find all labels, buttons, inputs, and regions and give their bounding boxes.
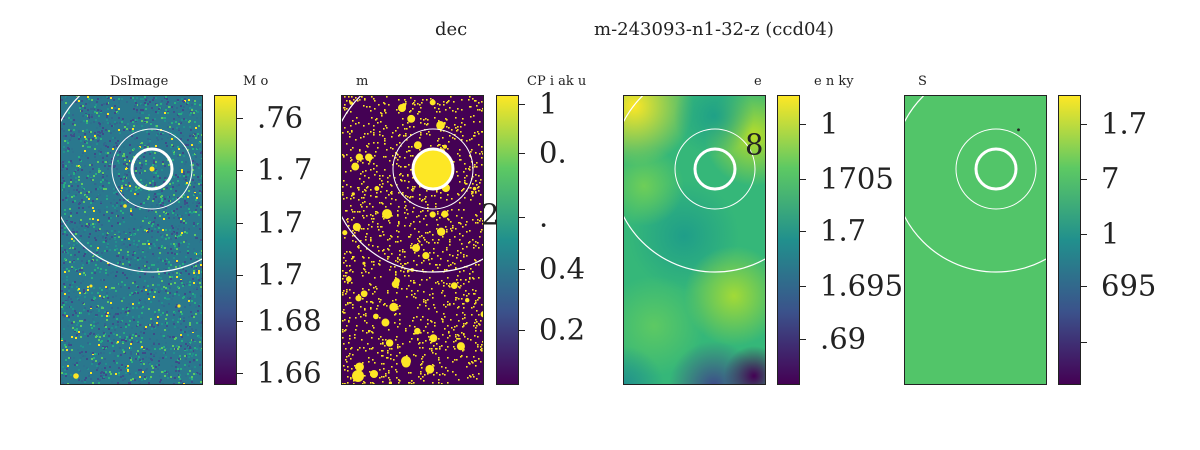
colorbar-label-image: M o — [243, 74, 269, 89]
aperture-circle-middle — [674, 128, 756, 210]
colorbar-tick — [519, 216, 525, 218]
mask-background — [342, 96, 483, 384]
aperture-circle-outer — [342, 96, 483, 273]
colorbar-tick — [237, 274, 243, 276]
colorbar-image — [214, 95, 237, 385]
sky-heatmap — [624, 96, 765, 384]
colorbar-tick-label: 1.7 — [820, 213, 867, 248]
colorbar-tick-label: 1.68 — [257, 303, 322, 338]
flat-extra-label: . — [1015, 112, 1022, 137]
aperture-circle-outer — [624, 96, 765, 273]
aperture-circle-outer — [61, 96, 202, 273]
image-sources — [73, 166, 181, 379]
panel-image — [60, 95, 203, 385]
colorbar-tick-label: 1.7 — [1101, 106, 1148, 141]
colorbar-tick — [800, 231, 806, 233]
suptitle-left: dec — [435, 19, 468, 40]
colorbar-tick-label: 1.7 — [257, 205, 304, 240]
aperture-circle-middle — [392, 128, 474, 210]
colorbar-tick — [237, 321, 243, 323]
panel-title-image: DsImage — [110, 74, 169, 89]
sky-blob — [724, 346, 765, 384]
colorbar-tick-label: 0.2 — [539, 312, 586, 347]
sky-blob — [624, 276, 704, 376]
colorbar-tick-label: 7 — [1101, 161, 1120, 196]
colorbar-tick — [800, 124, 806, 125]
colorbar-tick — [237, 118, 243, 120]
panel-title-mask: m — [356, 74, 369, 89]
panel-mask — [341, 95, 484, 385]
colorbar-tick — [1081, 341, 1087, 343]
sky-blob — [624, 346, 664, 384]
mask-heatmap — [342, 96, 483, 384]
colorbar-tick-label: 1.695 — [820, 268, 904, 303]
sky-blob — [674, 96, 754, 156]
colorbar-tick-label: 1 — [820, 106, 839, 141]
colorbar-flat — [1058, 95, 1081, 385]
colorbar-mask — [496, 95, 519, 385]
colorbar-tick — [519, 329, 525, 331]
mask-extra-label: 2 — [481, 197, 500, 232]
colorbar-tick — [800, 179, 806, 181]
colorbar-tick — [1081, 286, 1087, 288]
colorbar-tick-label: 1.7 — [257, 257, 304, 292]
aperture-circle-inner — [974, 147, 1018, 191]
colorbar-tick-label: .76 — [257, 100, 304, 135]
panel-flat — [904, 95, 1047, 385]
colorbar-tick-label: 1705 — [820, 161, 894, 196]
colorbar-tick — [237, 373, 243, 375]
sky-blob — [624, 146, 684, 226]
panel-title-sky: e — [754, 74, 762, 89]
colorbar-tick — [1081, 234, 1087, 236]
colorbar-tick-label: . — [539, 199, 549, 234]
colorbar-sky — [777, 95, 800, 385]
panel-title-flat: S — [918, 74, 927, 89]
colorbar-tick-label: 1. 7 — [257, 152, 313, 187]
sky-extra-label: 8 — [745, 127, 764, 162]
colorbar-tick — [519, 153, 525, 154]
flat-background — [905, 96, 1046, 384]
colorbar-tick-label: 1 — [539, 86, 558, 121]
colorbar-tick-label: .69 — [820, 321, 867, 356]
colorbar-tick-label: 695 — [1101, 268, 1157, 303]
colorbar-label-sky: e n ky — [814, 74, 854, 89]
colorbar-tick — [237, 222, 243, 224]
colorbar-label-mask: CP i ak u — [527, 74, 587, 89]
aperture-circle-inner — [130, 147, 174, 191]
aperture-circle-inner — [693, 147, 737, 191]
image-background — [61, 96, 202, 384]
aperture-circle-middle — [111, 128, 193, 210]
aperture-circle-middle — [955, 128, 1037, 210]
colorbar-tick — [237, 170, 243, 172]
suptitle-right: m-243093-n1-32-z (ccd04) — [594, 19, 834, 40]
mask-sources — [342, 99, 483, 384]
colorbar-tick-label: 0. — [539, 135, 567, 170]
colorbar-tick-label: 1 — [1101, 216, 1120, 251]
colorbar-tick — [1081, 124, 1087, 125]
image-heatmap — [61, 96, 202, 384]
colorbar-tick — [519, 103, 525, 105]
mask-target-blob — [412, 148, 454, 190]
aperture-circle-inner — [411, 147, 455, 191]
colorbar-tick — [1081, 179, 1087, 181]
mask-pixels — [342, 96, 483, 384]
panel-sky — [623, 95, 766, 385]
colorbar-tick — [519, 269, 525, 270]
colorbar-tick — [800, 338, 806, 340]
colorbar-tick-label: 1.66 — [257, 355, 322, 390]
colorbar-tick-label: 0.4 — [539, 251, 586, 286]
aperture-circle-outer — [905, 96, 1046, 273]
colorbar-tick — [800, 286, 806, 288]
flat-heatmap — [905, 96, 1046, 384]
